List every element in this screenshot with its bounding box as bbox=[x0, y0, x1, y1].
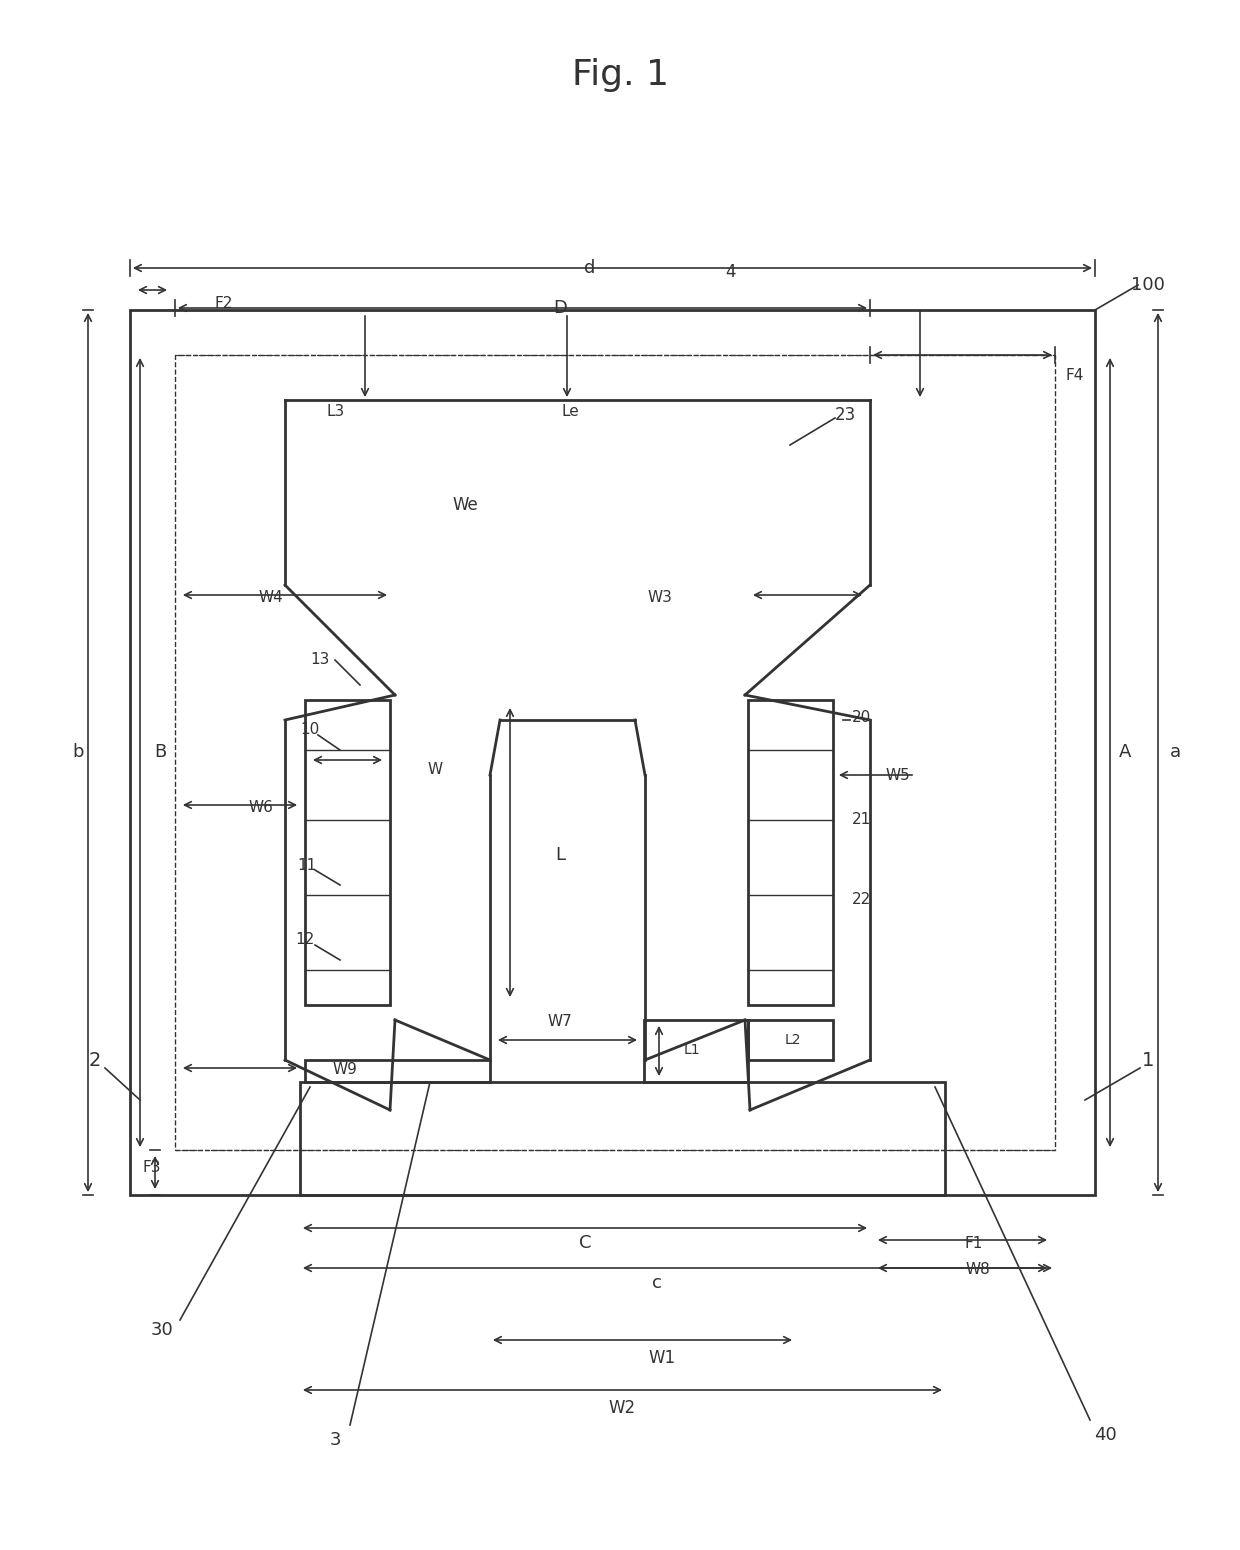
Bar bbox=[644, 1020, 748, 1082]
Text: 4: 4 bbox=[724, 264, 735, 281]
Text: Le: Le bbox=[562, 405, 579, 420]
Text: 1: 1 bbox=[1142, 1051, 1154, 1070]
Bar bbox=[748, 1020, 833, 1060]
Bar bbox=[175, 355, 1055, 1150]
Text: L3: L3 bbox=[327, 405, 345, 420]
Text: 12: 12 bbox=[295, 933, 314, 947]
Text: d: d bbox=[584, 259, 595, 277]
Text: F4: F4 bbox=[1066, 367, 1084, 383]
Bar bbox=[305, 1060, 490, 1082]
Text: 11: 11 bbox=[298, 857, 316, 873]
Text: We: We bbox=[453, 496, 477, 515]
Text: W6: W6 bbox=[248, 800, 273, 815]
Text: 3: 3 bbox=[330, 1431, 341, 1449]
Bar bbox=[305, 701, 391, 1004]
Text: C: C bbox=[579, 1234, 591, 1252]
Text: 30: 30 bbox=[150, 1321, 174, 1339]
Text: 22: 22 bbox=[852, 893, 872, 907]
Text: W2: W2 bbox=[609, 1400, 636, 1417]
Text: L1: L1 bbox=[683, 1043, 701, 1057]
Text: 100: 100 bbox=[1131, 276, 1164, 294]
Text: L2: L2 bbox=[785, 1032, 801, 1046]
Text: 13: 13 bbox=[310, 653, 330, 668]
Text: W3: W3 bbox=[647, 591, 672, 606]
Text: W5: W5 bbox=[885, 767, 910, 783]
Text: 21: 21 bbox=[852, 812, 872, 828]
Text: W1: W1 bbox=[649, 1348, 676, 1367]
Text: W8: W8 bbox=[965, 1263, 990, 1277]
Text: W9: W9 bbox=[332, 1062, 357, 1077]
Text: Fig. 1: Fig. 1 bbox=[572, 57, 668, 91]
Text: 40: 40 bbox=[1094, 1426, 1116, 1445]
Text: b: b bbox=[72, 742, 84, 761]
Text: 23: 23 bbox=[835, 406, 857, 425]
Text: D: D bbox=[553, 299, 567, 318]
Text: A: A bbox=[1118, 742, 1131, 761]
Text: W7: W7 bbox=[548, 1015, 573, 1029]
Text: 10: 10 bbox=[300, 722, 319, 738]
Bar bbox=[300, 1082, 945, 1195]
Bar bbox=[130, 310, 1095, 1195]
Text: a: a bbox=[1169, 742, 1180, 761]
Bar bbox=[748, 701, 833, 1004]
Text: B: B bbox=[154, 742, 166, 761]
Text: F2: F2 bbox=[215, 296, 233, 310]
Text: F3: F3 bbox=[143, 1161, 161, 1175]
Text: W: W bbox=[428, 763, 443, 778]
Text: c: c bbox=[652, 1274, 662, 1293]
Text: F1: F1 bbox=[965, 1235, 983, 1251]
Text: 20: 20 bbox=[852, 710, 872, 725]
Text: W4: W4 bbox=[258, 591, 283, 606]
Text: L: L bbox=[556, 846, 565, 863]
Text: 2: 2 bbox=[89, 1051, 102, 1070]
